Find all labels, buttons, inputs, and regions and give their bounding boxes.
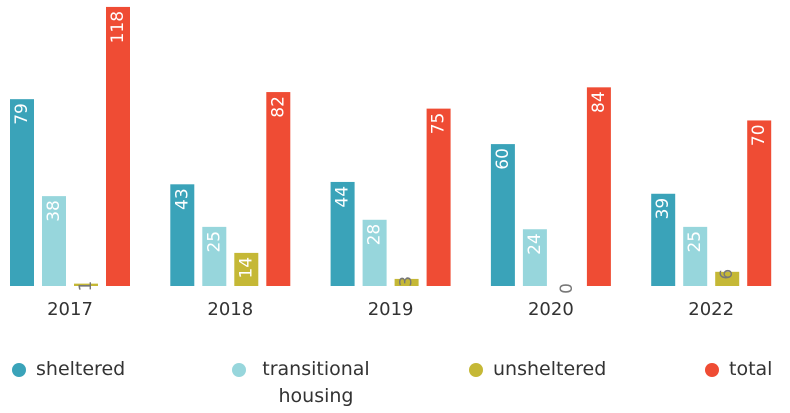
x-tick-label: 2020 [528, 299, 574, 320]
legend-swatch [705, 363, 719, 377]
data-label: 44 [333, 186, 353, 208]
legend-swatch [469, 363, 483, 377]
chart: 79 38 1 118 2017 43 25 14 82 2018 44 28 3 75 2019 60 24 0… [10, 6, 772, 320]
data-label: 0 [557, 283, 577, 294]
bar [330, 181, 355, 286]
bar [362, 219, 387, 286]
x-tick-label: 2018 [207, 299, 253, 320]
legend-label: transitional housing [262, 358, 370, 407]
bar [266, 92, 291, 286]
x-tick-label: 2019 [368, 299, 414, 320]
data-label: 39 [653, 198, 673, 220]
bar [747, 120, 772, 286]
x-tick-label: 2022 [688, 299, 734, 320]
data-label: 43 [172, 188, 192, 210]
bar [651, 193, 676, 286]
bar [490, 144, 515, 286]
bar [586, 87, 611, 286]
data-label: 84 [589, 91, 609, 113]
data-label: 6 [717, 269, 737, 280]
legend-item: total [705, 356, 772, 383]
bar [106, 6, 130, 287]
data-label: 25 [204, 231, 224, 253]
x-tick-label: 2017 [47, 299, 93, 320]
legend-swatch [232, 363, 246, 377]
data-label: 82 [268, 96, 288, 118]
data-label: 25 [685, 231, 705, 253]
data-label: 118 [108, 11, 128, 43]
legend-item: unsheltered [469, 356, 606, 383]
legend-label: unsheltered [493, 358, 607, 380]
legend-label: total [729, 358, 773, 380]
bar [234, 252, 259, 286]
data-label: 79 [12, 103, 32, 125]
data-label: 60 [493, 148, 513, 170]
data-label: 14 [236, 257, 256, 279]
legend-swatch [12, 363, 26, 377]
bar [715, 271, 740, 286]
data-label: 70 [749, 124, 769, 146]
bar [394, 278, 419, 286]
data-label: 28 [365, 224, 385, 246]
bar [170, 184, 195, 286]
bar [10, 99, 34, 286]
bar [426, 108, 451, 286]
data-label: 1 [76, 281, 96, 292]
bar [42, 196, 66, 286]
data-label: 3 [397, 276, 417, 287]
bar [202, 226, 227, 286]
bar [683, 226, 708, 286]
data-label: 24 [525, 233, 545, 255]
data-label: 38 [44, 200, 64, 222]
bar [74, 283, 98, 286]
legend-item: transitional housing [232, 356, 376, 410]
bar [522, 229, 547, 286]
legend-item: sheltered [12, 356, 125, 383]
data-label: 75 [429, 113, 449, 135]
legend-label: sheltered [36, 358, 126, 380]
